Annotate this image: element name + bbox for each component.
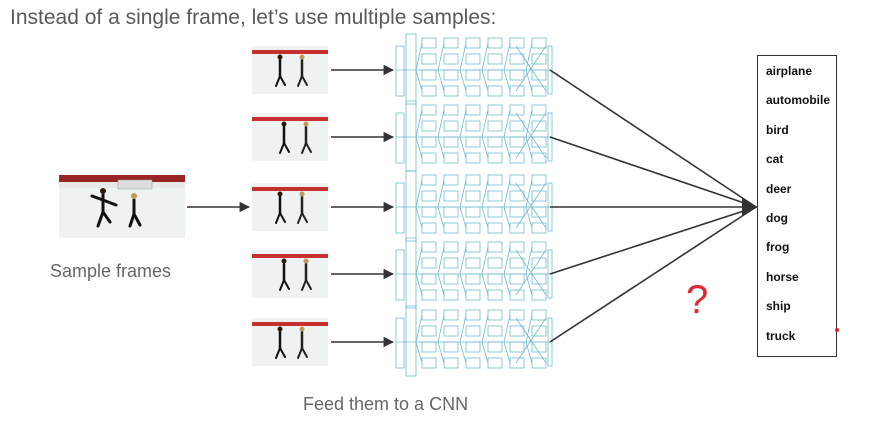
sample-frame-image [252,318,328,366]
sample-frames-caption: Sample frames [50,261,172,281]
headline: Instead of a single frame, let’s use mul… [10,6,497,29]
cnn-output-arrow [549,206,757,343]
class-label-deer: deer [766,181,792,196]
cnn-caption: Feed them to a CNN [303,394,469,414]
sample-frame-image [252,46,328,94]
class-label-frog: frog [766,240,790,255]
source-frame-image [59,175,185,238]
class-label-horse: horse [766,269,799,284]
classifier-arrowhead [742,198,758,216]
cnn-network-graphic [395,100,553,172]
class-list-box: airplane automobile bird cat deer dog frog hors… [757,55,837,357]
question-mark: ? [686,278,709,322]
sample-frame-image [252,183,328,231]
cnn-output-arrow [549,69,757,208]
sample-frame-image [252,250,328,298]
class-label-cat: cat [766,152,784,167]
cnn-output-arrow [549,136,757,208]
cnn-network-graphic [395,237,553,309]
class-label-ship: ship [766,299,791,314]
class-label-bird: bird [766,122,789,137]
cnn-network-graphic [395,170,553,242]
class-label-airplane: airplane [766,64,813,78]
red-dot-marker [835,328,839,332]
class-label-truck: truck [766,328,796,343]
cnn-network-graphic [395,305,553,377]
cnn-network-graphic [395,33,553,105]
class-label-dog: dog [766,211,788,225]
sample-frame-image [252,113,328,161]
cnn-output-arrow [549,206,757,275]
class-label-automobile: automobile [766,93,831,108]
